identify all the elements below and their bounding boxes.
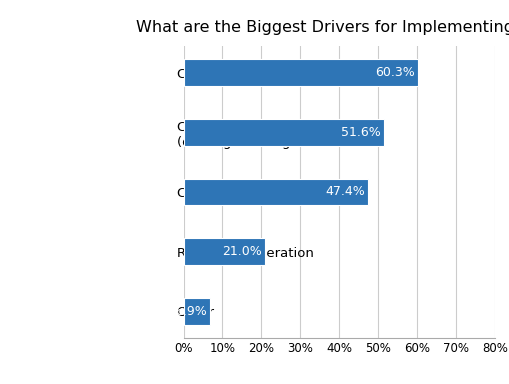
Title: What are the Biggest Drivers for Implementing AI?: What are the Biggest Drivers for Impleme… bbox=[135, 20, 509, 35]
Bar bbox=[183, 238, 265, 265]
Text: 47.4%: 47.4% bbox=[324, 185, 364, 199]
Text: 6.9%: 6.9% bbox=[175, 305, 207, 318]
Bar bbox=[183, 298, 210, 324]
Text: 51.6%: 51.6% bbox=[341, 126, 380, 139]
Bar bbox=[183, 60, 417, 86]
Bar bbox=[183, 179, 367, 205]
Bar bbox=[183, 119, 383, 146]
Text: 21.0%: 21.0% bbox=[222, 245, 262, 258]
Text: 60.3%: 60.3% bbox=[375, 66, 414, 79]
